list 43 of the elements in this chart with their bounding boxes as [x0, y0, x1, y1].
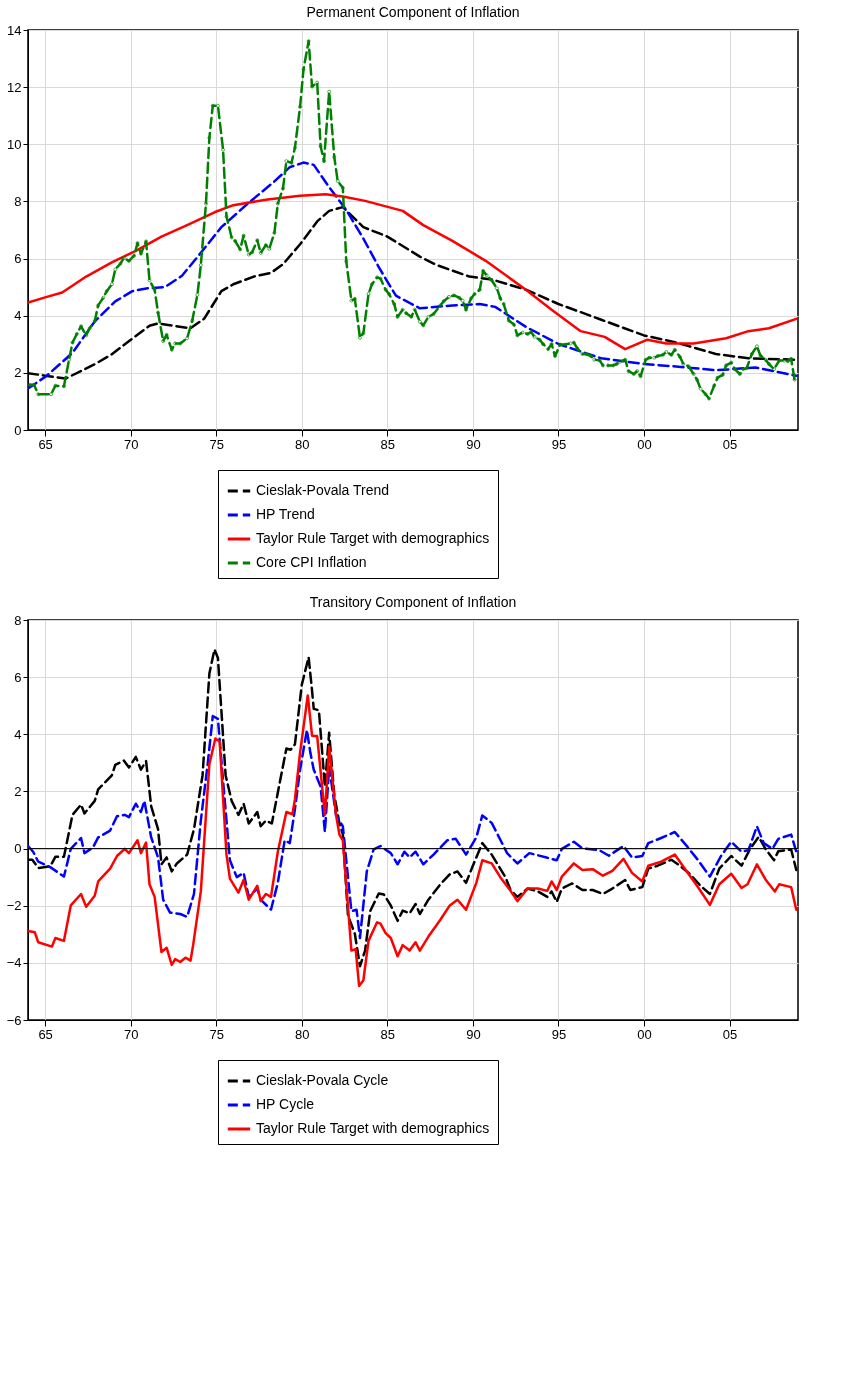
y-tick-label: 6	[14, 669, 22, 685]
legend-label: Cieslak-Povala Cycle	[256, 1072, 389, 1088]
x-tick-label: 90	[466, 436, 481, 452]
x-tick-label: 95	[551, 436, 567, 452]
y-tick-label: 6	[14, 251, 22, 267]
y-tick-label: 8	[14, 193, 22, 209]
legend-label: Cieslak-Povala Trend	[256, 482, 390, 498]
x-tick-label: 05	[722, 1026, 738, 1042]
y-tick-label: 4	[14, 726, 22, 742]
y-tick-label: 14	[7, 22, 22, 38]
y-tick-label: 8	[14, 612, 22, 628]
x-tick-label: 75	[209, 1026, 224, 1042]
x-tick-label: 65	[38, 436, 53, 452]
x-tick-label: 70	[123, 436, 139, 452]
x-tick-label: 80	[295, 436, 310, 452]
x-tick-label: 95	[551, 1026, 567, 1042]
y-tick-label: 12	[7, 79, 22, 95]
y-tick-label: −4	[6, 955, 22, 971]
y-tick-label: 0	[14, 422, 22, 438]
chart-title: Transitory Component of Inflation	[309, 594, 517, 610]
x-tick-label: 70	[123, 1026, 139, 1042]
chart-title: Permanent Component of Inflation	[306, 4, 520, 20]
y-tick-label: 10	[7, 136, 22, 152]
x-tick-label: 85	[380, 436, 396, 452]
x-tick-label: 00	[637, 436, 652, 452]
legend-label: Taylor Rule Target with demographics	[256, 530, 490, 546]
legend-label: HP Cycle	[256, 1096, 315, 1112]
legend-label: Core CPI Inflation	[256, 554, 367, 570]
x-tick-label: 75	[209, 436, 224, 452]
y-tick-label: 2	[14, 783, 22, 799]
x-tick-label: 00	[637, 1026, 652, 1042]
y-tick-label: 0	[14, 841, 22, 857]
x-tick-label: 65	[38, 1026, 53, 1042]
legend-label: Taylor Rule Target with demographics	[256, 1120, 490, 1136]
legend-label: HP Trend	[256, 506, 315, 522]
x-tick-label: 90	[466, 1026, 481, 1042]
y-tick-label: −2	[6, 898, 22, 914]
y-tick-label: 2	[14, 365, 22, 381]
x-tick-label: 85	[380, 1026, 396, 1042]
x-tick-label: 80	[295, 1026, 310, 1042]
y-tick-label: 4	[14, 308, 22, 324]
y-tick-label: −6	[6, 1012, 22, 1028]
x-tick-label: 05	[722, 436, 738, 452]
